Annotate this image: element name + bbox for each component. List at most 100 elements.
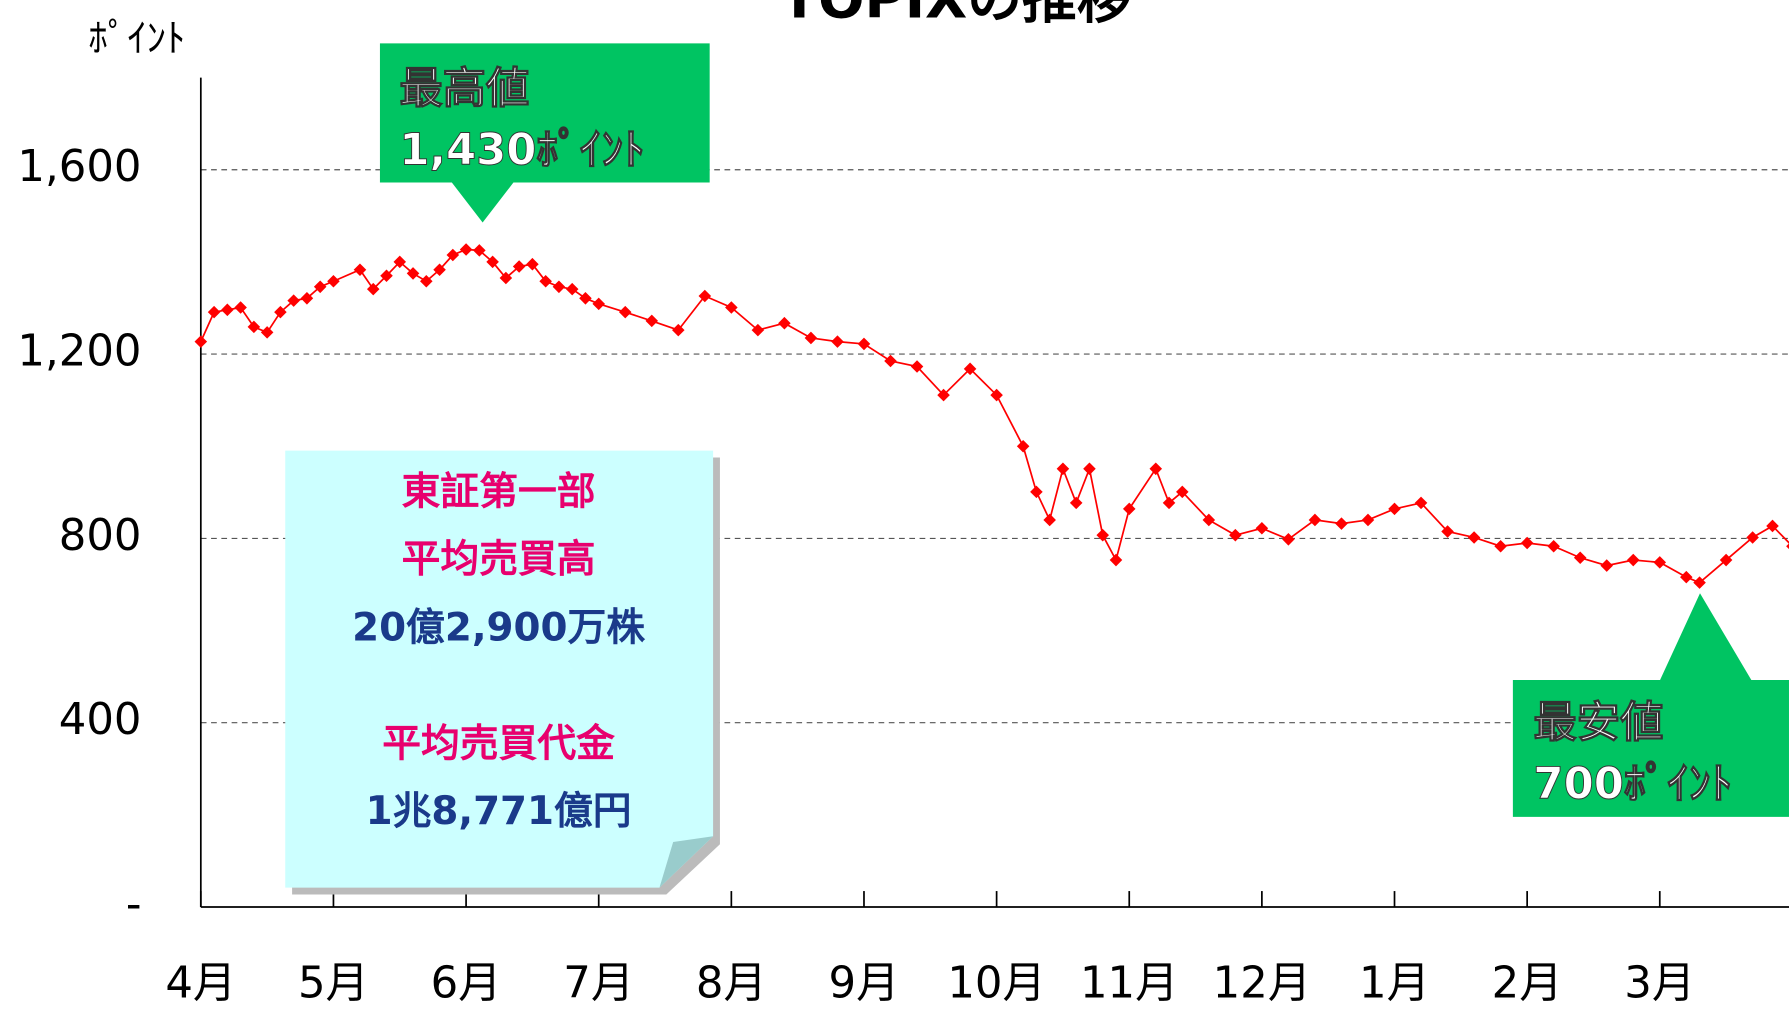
point [910, 360, 924, 373]
point [1600, 559, 1613, 572]
point [526, 257, 539, 271]
point [274, 305, 287, 319]
point [1626, 553, 1640, 567]
point [1766, 519, 1779, 533]
info-box: 東証第一部 平均売買高 20億2,900万株 平均売買代金 1兆8,771億円 [285, 450, 720, 895]
callout-box [1512, 593, 1789, 817]
point [1176, 485, 1189, 499]
point [1335, 517, 1348, 530]
point [1467, 531, 1481, 544]
point [406, 267, 420, 280]
point [1680, 570, 1693, 584]
point [1083, 462, 1096, 476]
y-axis-label: ﾎﾟｲﾝﾄ [88, 17, 185, 62]
x-tick-label: 1月 [1359, 958, 1430, 1008]
point [300, 292, 314, 305]
x-tick-label: 4月 [165, 958, 236, 1008]
point [1361, 513, 1375, 527]
point [1441, 525, 1454, 538]
point [778, 316, 791, 330]
point [831, 335, 844, 348]
callout-text: 最安値 [1533, 698, 1663, 748]
point [884, 354, 897, 368]
callout-text: 1,430ﾎﾟｲﾝﾄ [399, 125, 644, 175]
high-callout: 最高値 1,430ﾎﾟｲﾝﾄ [379, 43, 710, 223]
x-tick-label: 3月 [1624, 958, 1695, 1008]
info-text: 1兆8,771億円 [366, 789, 632, 834]
x-tick-label: 12月 [1213, 958, 1312, 1008]
point [1255, 521, 1269, 535]
x-tick-label: 9月 [829, 958, 900, 1008]
y-tick-label: - [126, 880, 142, 930]
box [285, 450, 714, 888]
info-text: 20億2,900万株 [352, 605, 645, 650]
point [565, 282, 579, 296]
point [1693, 576, 1706, 589]
point [1122, 502, 1136, 516]
point [1030, 485, 1043, 499]
point [1573, 551, 1587, 565]
y-tick-label: 1,200 [17, 327, 141, 377]
callout-text: 700ﾎﾟｲﾝﾄ [1533, 760, 1732, 810]
point [247, 320, 261, 334]
y-tick-label: 1,600 [17, 142, 141, 192]
point [260, 326, 274, 339]
point [327, 274, 340, 288]
point [1746, 531, 1759, 544]
point [1786, 543, 1789, 550]
chart-title: TOPIXの推移 [781, 0, 1132, 30]
point [1096, 528, 1109, 542]
info-text: 東証第一部 [402, 470, 596, 515]
point [1016, 439, 1030, 453]
point [366, 282, 380, 296]
point [1494, 539, 1507, 553]
point [1520, 536, 1534, 550]
point [473, 244, 486, 257]
point [287, 294, 300, 307]
point [1308, 513, 1322, 527]
point [486, 255, 499, 269]
point [1202, 513, 1216, 527]
point [499, 271, 513, 285]
point [353, 263, 367, 277]
point [618, 305, 632, 319]
point [234, 301, 247, 314]
x-tick-label: 7月 [563, 958, 634, 1008]
point [380, 269, 393, 283]
point [592, 297, 605, 311]
point [1414, 496, 1428, 510]
point [1069, 496, 1083, 510]
point [1229, 528, 1242, 542]
point [207, 305, 221, 319]
low-callout: 最安値 700ﾎﾟｲﾝﾄ [1512, 593, 1789, 817]
point [552, 280, 566, 294]
fold [659, 836, 714, 888]
callout-box [379, 43, 710, 223]
point [194, 335, 208, 348]
y-tick-label: 400 [59, 695, 142, 745]
point [1653, 556, 1667, 569]
point [221, 303, 234, 317]
point [804, 331, 818, 345]
x-tick-label: 11月 [1080, 958, 1179, 1008]
point [313, 280, 327, 294]
point [963, 362, 977, 376]
point [446, 248, 460, 262]
point [1043, 513, 1056, 527]
callout-text: 最高値 [399, 64, 529, 114]
point [420, 274, 433, 288]
point [459, 243, 473, 256]
point [1056, 462, 1070, 476]
point [937, 388, 950, 402]
point [1547, 539, 1560, 553]
y-tick-label: 800 [59, 511, 142, 561]
point [990, 388, 1003, 402]
x-tick-label: 8月 [696, 958, 767, 1008]
x-tick-label: 10月 [947, 958, 1046, 1008]
point [1149, 462, 1163, 476]
point [433, 263, 446, 277]
point [1109, 553, 1123, 567]
point [1388, 502, 1401, 516]
x-tick-label: 5月 [298, 958, 369, 1008]
